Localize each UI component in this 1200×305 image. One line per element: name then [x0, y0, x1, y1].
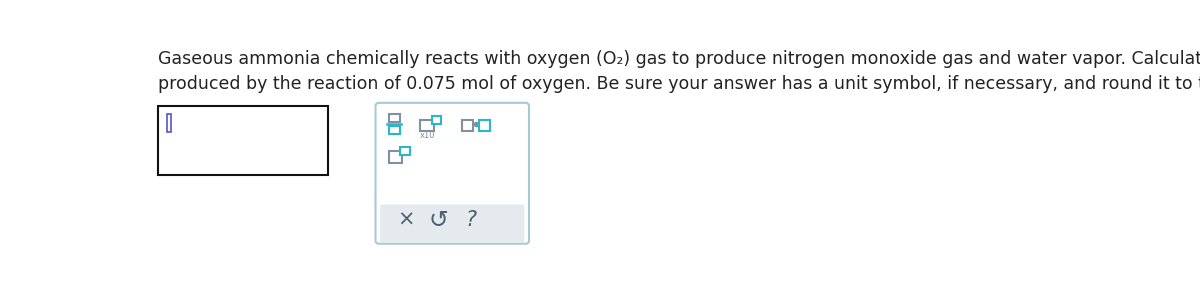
Bar — [462, 120, 473, 131]
Bar — [479, 120, 491, 131]
Bar — [420, 120, 433, 131]
Text: produced by the reaction of 0.075 mol of oxygen. Be sure your answer has a unit : produced by the reaction of 0.075 mol of… — [157, 75, 1200, 93]
Bar — [389, 151, 402, 163]
Bar — [401, 147, 409, 155]
FancyBboxPatch shape — [380, 204, 524, 242]
Text: ×: × — [397, 210, 414, 230]
Bar — [389, 113, 400, 122]
Bar — [389, 126, 400, 135]
Text: x10: x10 — [420, 131, 436, 140]
Bar — [167, 113, 170, 132]
Bar — [432, 116, 442, 124]
Bar — [157, 106, 329, 175]
Text: ↺: ↺ — [428, 208, 448, 232]
Text: Gaseous ammonia chemically reacts with oxygen (O₂) gas to produce nitrogen monox: Gaseous ammonia chemically reacts with o… — [157, 50, 1200, 68]
FancyBboxPatch shape — [376, 103, 529, 244]
Text: ?: ? — [466, 210, 476, 230]
